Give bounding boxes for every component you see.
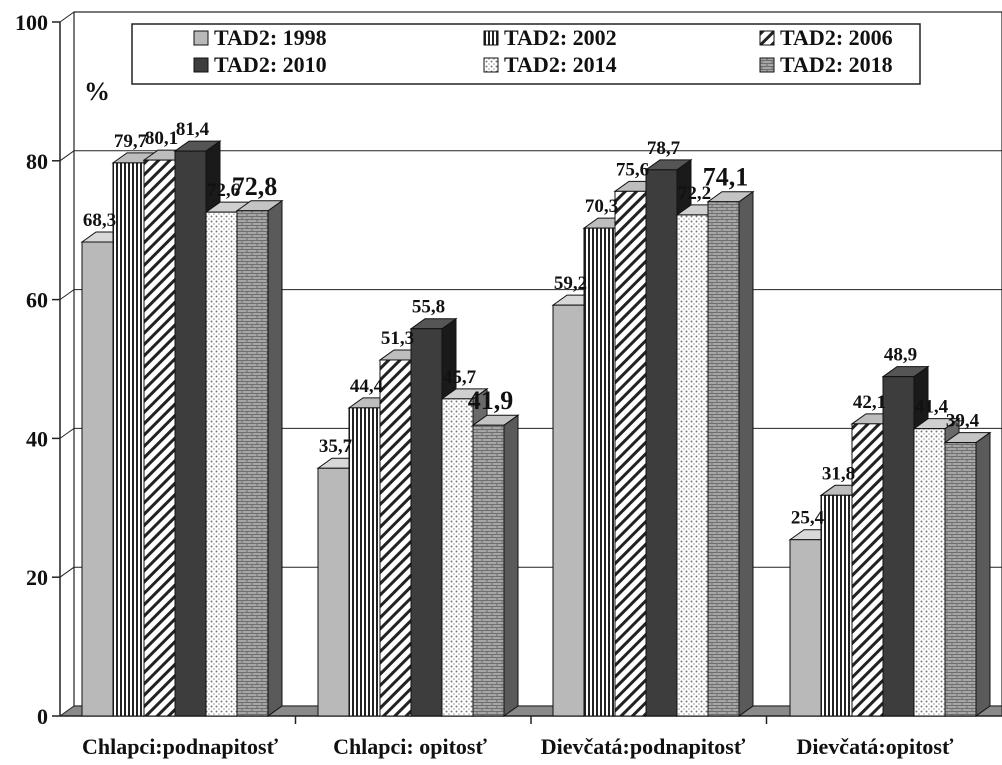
bar-front bbox=[441, 398, 474, 717]
bar-side bbox=[267, 199, 283, 717]
bar bbox=[706, 190, 755, 717]
bar-front bbox=[379, 359, 412, 717]
bar-front bbox=[552, 304, 585, 717]
gridline-depth bbox=[59, 427, 75, 439]
bar-front bbox=[205, 211, 238, 717]
bar bbox=[788, 528, 837, 717]
data-label: 45,7 bbox=[443, 367, 477, 388]
bar-front bbox=[707, 201, 740, 717]
x-category-label: Dievčatá:podnapitosť bbox=[541, 734, 746, 759]
data-label: 42,1 bbox=[853, 392, 886, 413]
data-label: 31,8 bbox=[822, 463, 855, 484]
y-tick-label: 0 bbox=[37, 704, 48, 729]
data-label: 39,4 bbox=[946, 411, 980, 432]
data-label: 78,7 bbox=[647, 138, 681, 159]
bar-side bbox=[975, 431, 991, 717]
bar-front bbox=[851, 423, 884, 717]
data-label: 44,4 bbox=[350, 376, 384, 397]
data-label: 81,4 bbox=[176, 119, 210, 140]
data-label: 74,1 bbox=[703, 163, 749, 192]
bar-front bbox=[174, 150, 207, 717]
data-label: 51,3 bbox=[381, 328, 414, 349]
data-label: 35,7 bbox=[319, 436, 353, 457]
x-category-label: Chlapci:podnapitosť bbox=[82, 734, 279, 759]
legend-swatch bbox=[483, 57, 499, 73]
bar-front bbox=[317, 467, 350, 717]
bars bbox=[80, 140, 992, 717]
bar-front bbox=[583, 227, 616, 717]
bar-front bbox=[820, 494, 853, 717]
bar-front bbox=[882, 376, 915, 717]
bar bbox=[235, 199, 284, 717]
bar bbox=[471, 414, 520, 717]
legend-swatch bbox=[483, 30, 499, 46]
legend-label: TAD2: 2002 bbox=[504, 25, 617, 50]
bar-front bbox=[472, 424, 505, 717]
data-label: 68,3 bbox=[83, 210, 116, 231]
bar-front bbox=[236, 210, 269, 717]
data-label: 79,7 bbox=[114, 131, 148, 152]
legend-box bbox=[131, 23, 921, 85]
bar-front bbox=[143, 159, 176, 717]
bar-front bbox=[112, 162, 145, 717]
bar-front bbox=[348, 407, 381, 717]
bar-front bbox=[410, 328, 443, 717]
bar bbox=[943, 431, 992, 717]
bar-front bbox=[645, 169, 678, 717]
bar-front bbox=[676, 214, 709, 717]
y-tick-label: 40 bbox=[26, 426, 48, 451]
legend-swatch bbox=[193, 30, 209, 46]
data-label: 80,1 bbox=[145, 128, 178, 149]
data-labels: 68,3 79,780,181,4 72,672,8 35,7 44,4 51,3 55,8… bbox=[83, 119, 980, 529]
y-tick-label: 20 bbox=[26, 565, 48, 590]
data-label: 48,9 bbox=[884, 345, 917, 366]
legend-label: TAD2: 2018 bbox=[780, 52, 893, 77]
gridline-depth bbox=[59, 150, 75, 162]
bar-side bbox=[503, 414, 519, 717]
bar-side bbox=[738, 190, 754, 717]
legend: TAD2: 1998 TAD2: 2002 TAD2: 2006 TAD2: 2010… bbox=[131, 23, 921, 85]
y-tick-label: 60 bbox=[26, 288, 48, 313]
data-label: 75,6 bbox=[616, 159, 649, 180]
data-label: 70,3 bbox=[585, 196, 618, 217]
y-axis-top-edge bbox=[59, 11, 75, 23]
y-tick-label: 100 bbox=[15, 10, 48, 35]
data-label: 72,2 bbox=[678, 183, 711, 204]
legend-label: TAD2: 2014 bbox=[504, 52, 617, 77]
legend-label: TAD2: 1998 bbox=[214, 25, 327, 50]
legend-swatch bbox=[759, 57, 775, 73]
x-category-labels: Chlapci:podnapitosť Chlapci: opitosť Dievč… bbox=[82, 734, 954, 759]
data-label: 55,8 bbox=[412, 297, 445, 318]
data-label: 41,9 bbox=[468, 386, 514, 415]
data-label: 41,4 bbox=[915, 397, 949, 418]
legend-label: TAD2: 2010 bbox=[214, 52, 327, 77]
legend-swatch bbox=[759, 30, 775, 46]
gridline-depth bbox=[59, 289, 75, 301]
bar-front bbox=[614, 190, 647, 717]
legend-label: TAD2: 2006 bbox=[780, 25, 893, 50]
x-category-label: Chlapci: opitosť bbox=[333, 734, 487, 759]
bar-front bbox=[913, 428, 946, 717]
gridline-depth bbox=[59, 566, 75, 578]
data-label: 59,2 bbox=[554, 273, 587, 294]
y-axis-label: % bbox=[84, 77, 110, 106]
data-label: 25,4 bbox=[791, 508, 825, 529]
data-label: 72,8 bbox=[232, 172, 278, 201]
bar-front bbox=[944, 442, 977, 717]
legend-swatch bbox=[193, 57, 209, 73]
y-tick-labels: 0 20 40 60 80 100 bbox=[15, 10, 48, 729]
bar-front bbox=[789, 539, 822, 717]
y-tick-label: 80 bbox=[26, 149, 48, 174]
x-category-label: Dievčatá:opitosť bbox=[797, 734, 954, 759]
bar-front bbox=[81, 241, 114, 717]
data-label: 72,6 bbox=[207, 180, 240, 201]
